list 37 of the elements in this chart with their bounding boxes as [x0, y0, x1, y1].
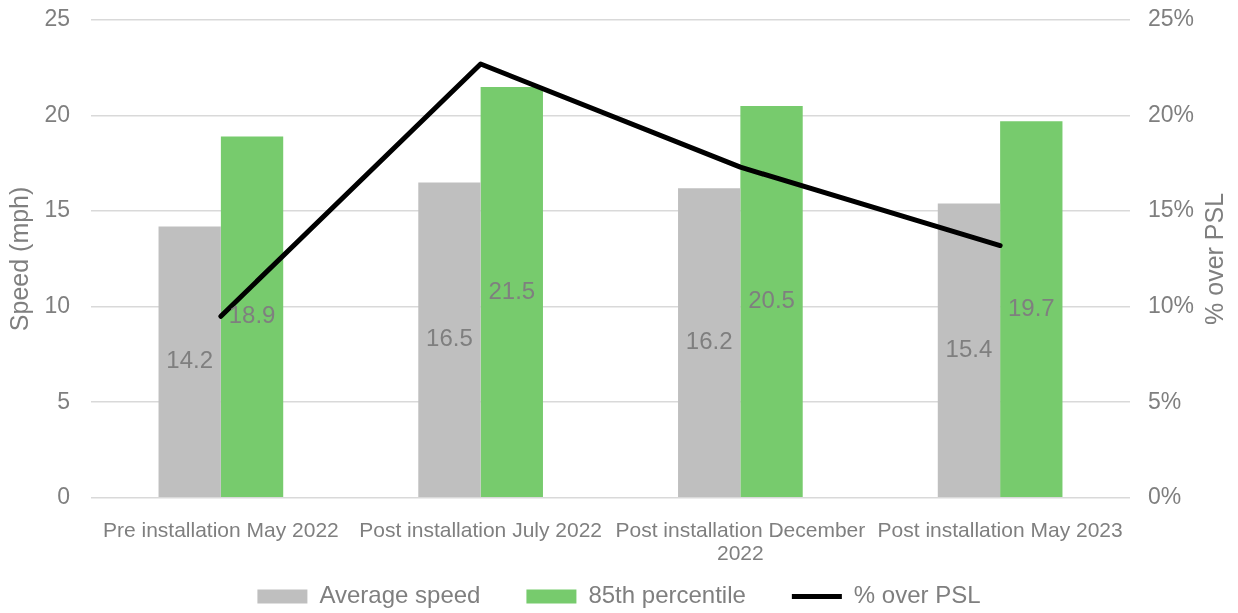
- y-tick-label: 5: [57, 387, 70, 414]
- bar: [220, 136, 284, 498]
- bar: [678, 188, 741, 498]
- bar: [1000, 121, 1063, 498]
- y2-axis-title: % over PSL: [1199, 192, 1228, 325]
- x-tick-label: Pre installation May 2022: [102, 518, 339, 542]
- x-tick-label: Post installation December 2022: [615, 518, 866, 565]
- bar: [418, 182, 481, 498]
- y-tick-label: 20: [44, 100, 70, 127]
- data-label: 16.2: [685, 327, 733, 355]
- y2-tick-label: 15%: [1148, 196, 1195, 223]
- x-tick-label: Post installation July 2022: [359, 518, 603, 542]
- y2-tick-label: 25%: [1148, 5, 1195, 32]
- bar: [740, 106, 803, 498]
- y2-tick-label: 5%: [1148, 387, 1182, 414]
- bar: [937, 203, 1001, 498]
- data-label: 14.2: [166, 346, 214, 374]
- data-label: 15.4: [945, 334, 993, 362]
- y2-tick-label: 20%: [1148, 100, 1195, 127]
- bar: [158, 226, 221, 498]
- legend-label: % over PSL: [853, 581, 981, 609]
- data-label: 21.5: [488, 276, 536, 304]
- y2-tick-label: 10%: [1148, 292, 1195, 319]
- data-label: 20.5: [748, 286, 795, 314]
- data-label: 18.9: [228, 301, 276, 329]
- data-label: 16.5: [426, 324, 473, 352]
- y-tick-label: 0: [57, 483, 70, 510]
- legend-label: 85th percentile: [588, 581, 746, 609]
- data-label: 19.7: [1007, 293, 1055, 321]
- x-tick-label: Post installation May 2023: [877, 518, 1123, 542]
- bar: [480, 86, 543, 498]
- y-axis-title: Speed (mph): [4, 186, 33, 332]
- y2-tick-label: 0%: [1148, 483, 1182, 510]
- y-tick-label: 15: [44, 196, 70, 223]
- y-tick-label: 10: [44, 292, 70, 319]
- legend-label: Average speed: [319, 581, 481, 609]
- y-tick-label: 25: [44, 5, 70, 32]
